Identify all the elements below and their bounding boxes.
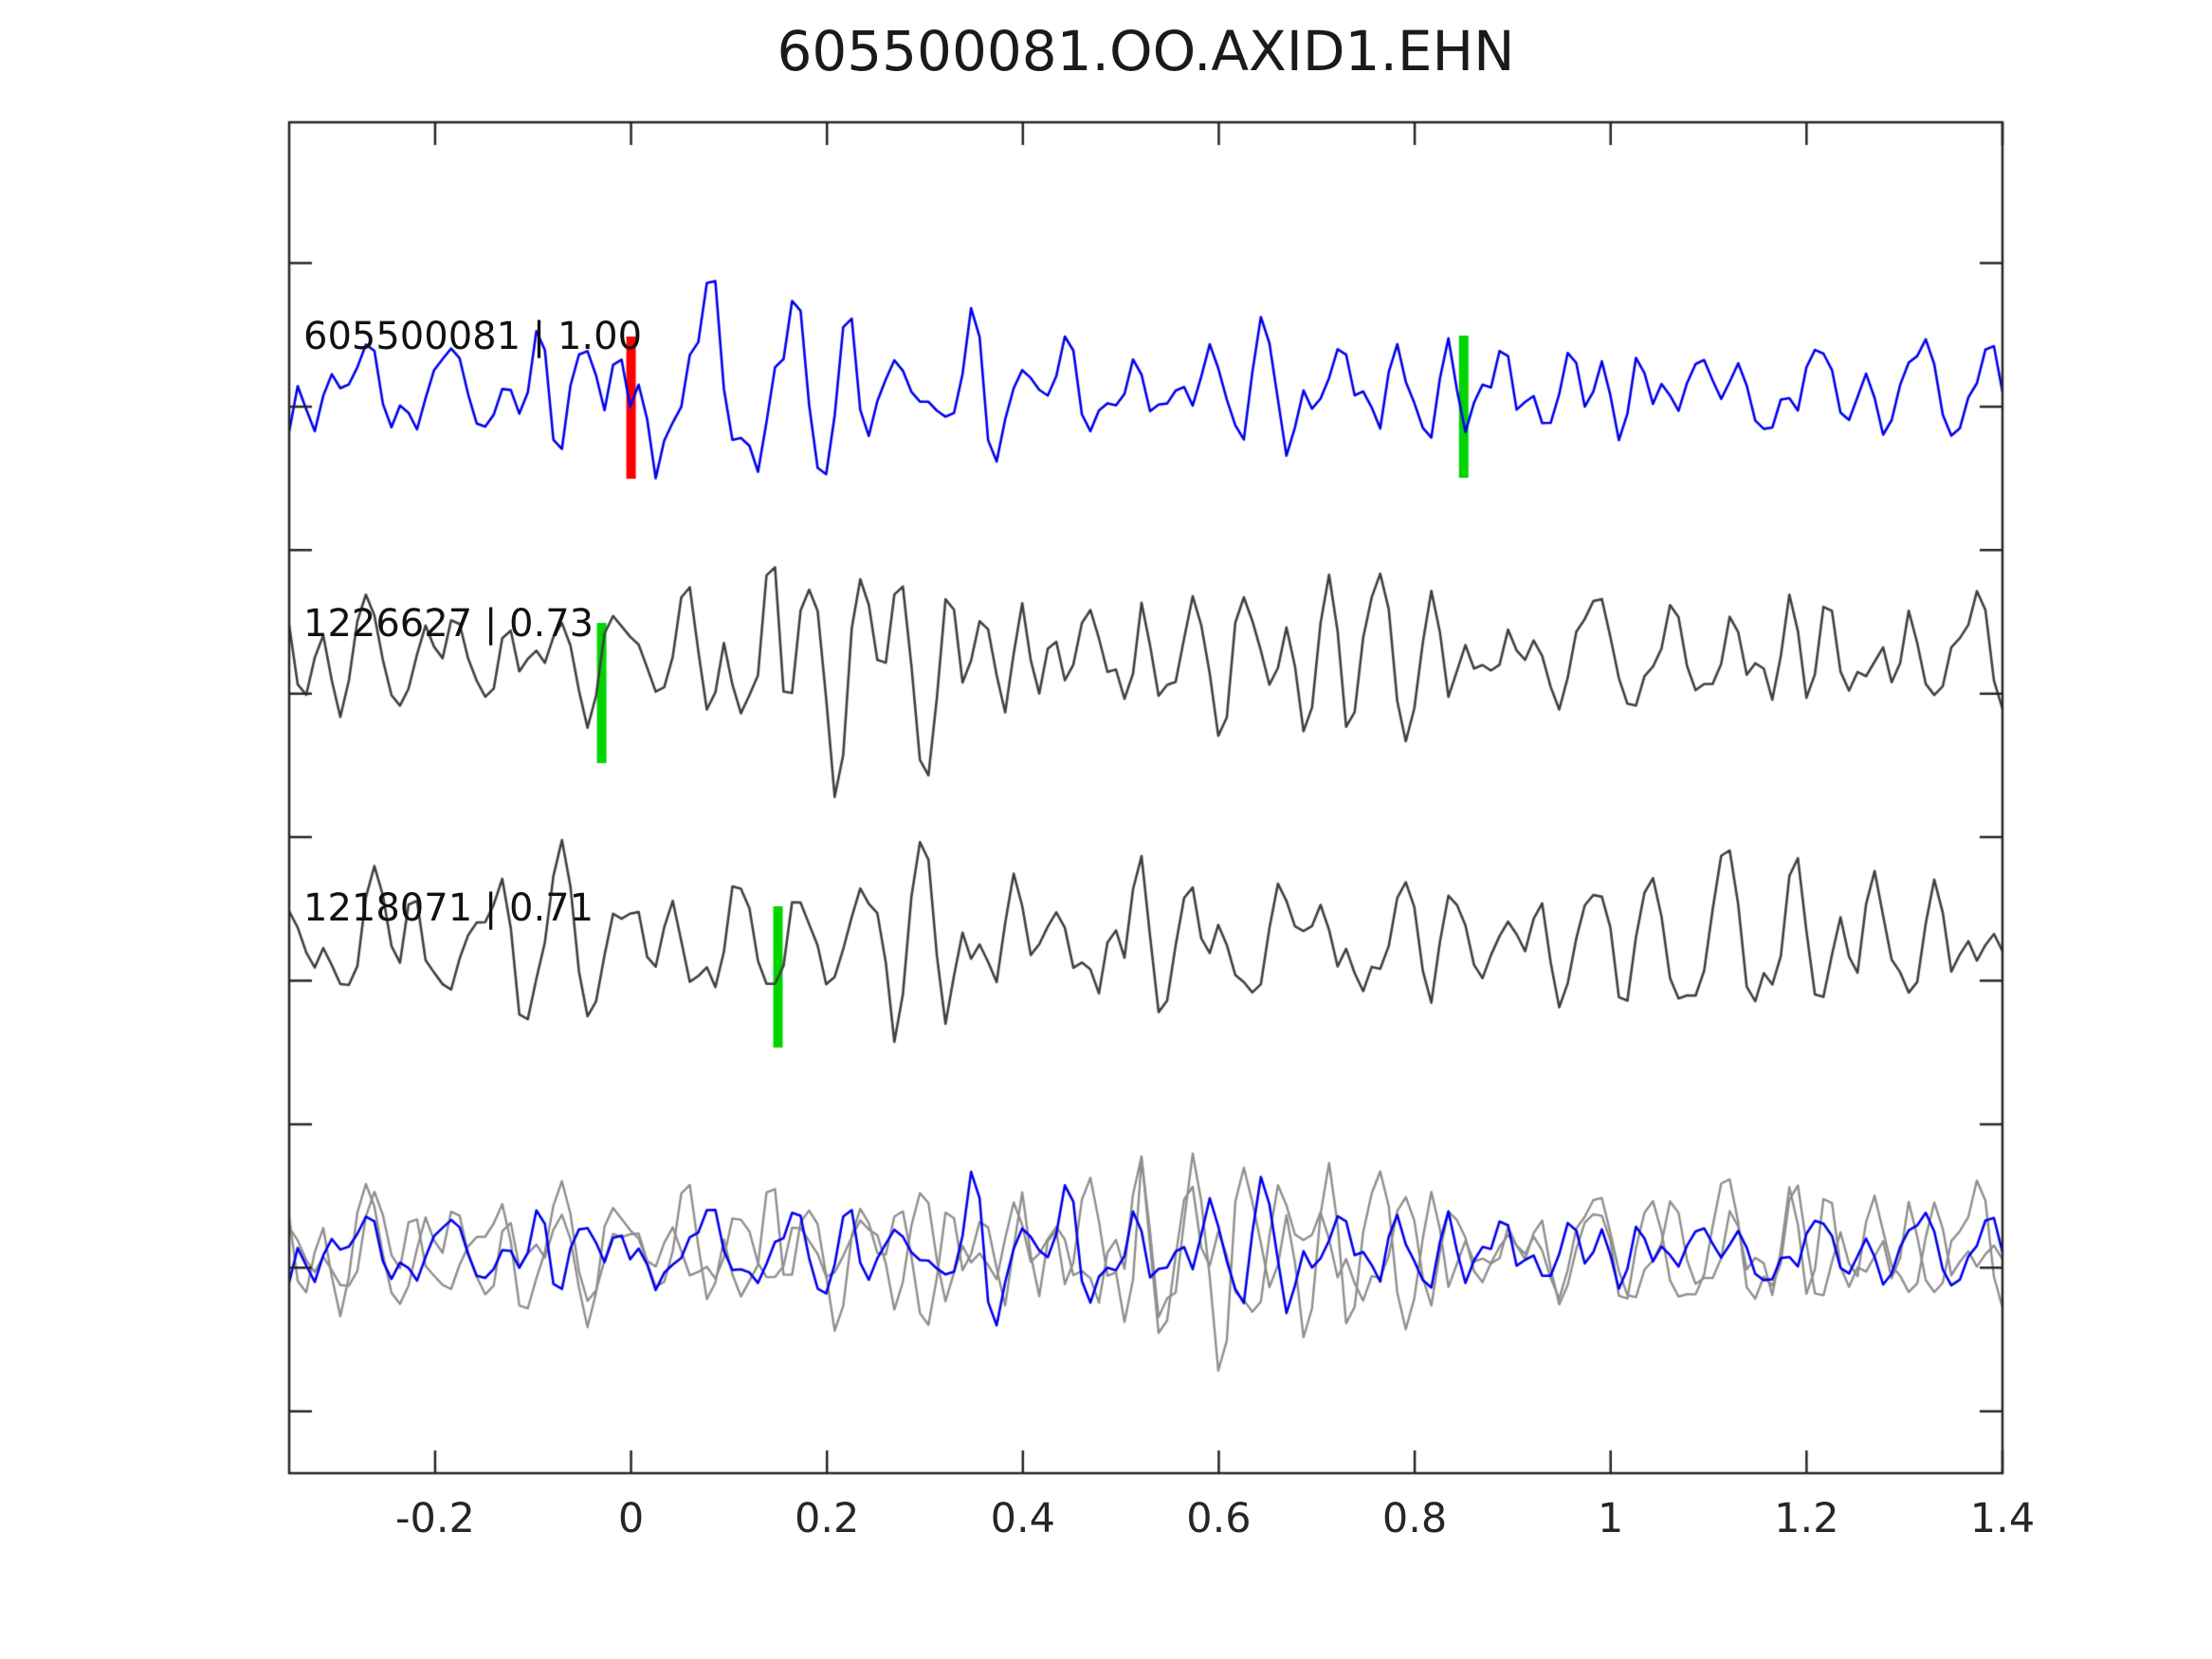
x-tick-label: 0.6: [1186, 1495, 1252, 1542]
trace-label-template: 605500081 | 1.00: [303, 315, 643, 358]
x-tick-label: 0.4: [990, 1495, 1056, 1542]
trace-label-detection-1: 1226627 | 0.73: [303, 602, 594, 646]
x-tick-label: 1.2: [1774, 1495, 1839, 1542]
x-tick-label: 1.4: [1969, 1495, 2036, 1542]
x-axis-tick-labels: -0.2 0 0.2 0.4 0.6 0.8 1 1.2 1.4: [0, 1494, 2212, 1551]
x-tick-label: 1: [1598, 1495, 1624, 1542]
x-tick-label: 0.8: [1381, 1495, 1448, 1542]
x-tick-label: 0.2: [795, 1495, 860, 1542]
trace-label-detection-2: 1218071 | 0.71: [303, 886, 594, 930]
x-tick-label: -0.2: [394, 1495, 475, 1542]
plot-title: 605500081.OO.AXID1.EHN: [777, 19, 1515, 83]
x-tick-label: 0: [617, 1495, 645, 1542]
